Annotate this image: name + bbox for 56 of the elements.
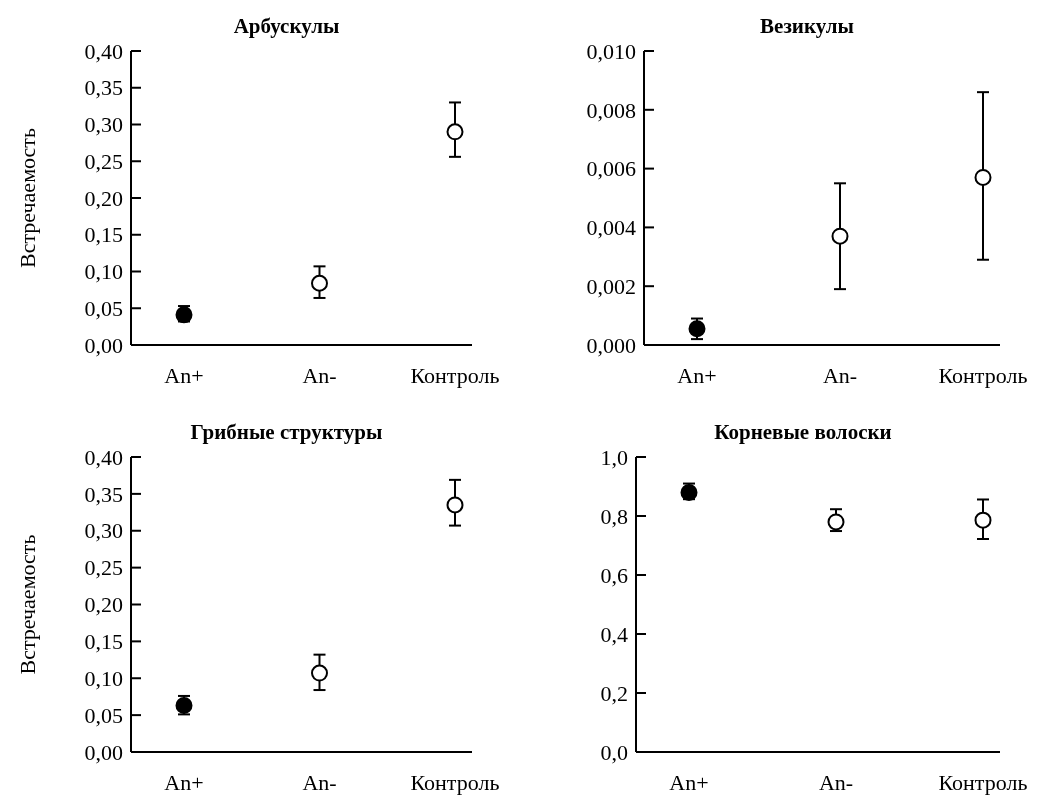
y-tick-label: 0,20	[84, 185, 123, 211]
x-tick-label: Контроль	[410, 770, 500, 795]
y-tick-label: 0,6	[600, 562, 628, 588]
point	[827, 513, 845, 531]
y-tick-label: 0,25	[84, 148, 123, 174]
x-tick-label: An+	[164, 770, 204, 795]
point	[311, 274, 328, 292]
y-tick-label: 0,05	[84, 295, 123, 321]
x-tick-label: An+	[677, 363, 717, 388]
y-tick-label: 0,4	[600, 621, 628, 647]
y-tick-label: 0,002	[586, 273, 636, 299]
y-tick-label: 0,30	[84, 112, 123, 138]
y-tick-label: 0,35	[84, 481, 123, 507]
y-tick-label: 0,40	[84, 444, 123, 470]
x-tick-label: An-	[302, 363, 337, 388]
y-tick-label: 0,2	[600, 680, 628, 706]
chart-title: Корневые волоски	[714, 420, 892, 444]
y-tick-label: 0,10	[84, 259, 123, 285]
x-tick-label: An-	[302, 770, 337, 795]
y-tick-label: 1,0	[600, 444, 628, 470]
y-tick-label: 0,15	[84, 629, 123, 655]
point	[831, 227, 849, 245]
x-tick-label: Контроль	[938, 363, 1028, 388]
y-tick-label: 0,10	[84, 665, 123, 691]
y-tick-label: 0,004	[586, 215, 636, 241]
y-tick-label: 0,008	[586, 97, 636, 123]
x-tick-label: An+	[669, 770, 709, 795]
y-tick-label: 0,0	[600, 739, 628, 765]
y-tick-label: 0,8	[600, 503, 628, 529]
chart-title: Арбускулы	[233, 14, 340, 38]
y-tick-label: 0,30	[84, 518, 123, 544]
x-tick-label: Контроль	[938, 770, 1028, 795]
y-tick-label: 0,05	[84, 702, 123, 728]
y-tick-label: 0,35	[84, 75, 123, 101]
point	[446, 123, 464, 141]
x-tick-label: An-	[818, 770, 854, 795]
point	[974, 168, 992, 186]
y-tick-label: 0,00	[84, 739, 123, 765]
y-tick-label: 0,25	[84, 555, 123, 581]
x-tick-label: An+	[164, 363, 204, 388]
y-tick-label: 0,000	[586, 332, 636, 358]
y-tick-label: 0,20	[84, 592, 123, 618]
y-tick-label: 0,006	[586, 156, 636, 182]
point	[311, 664, 328, 682]
y-tick-label: 0,40	[84, 38, 123, 64]
point	[974, 511, 992, 529]
y-tick-label: 0,010	[586, 38, 636, 64]
point	[446, 496, 464, 514]
x-tick-label: An-	[822, 363, 858, 388]
chart-title: Везикулы	[760, 14, 854, 38]
y-axis-title: Встречаемость	[15, 534, 40, 675]
y-axis-title: Встречаемость	[15, 127, 40, 269]
chart-title: Грибные структуры	[190, 420, 383, 444]
x-tick-label: Контроль	[410, 363, 500, 388]
y-tick-label: 0,00	[84, 332, 123, 358]
y-tick-label: 0,15	[84, 222, 123, 248]
